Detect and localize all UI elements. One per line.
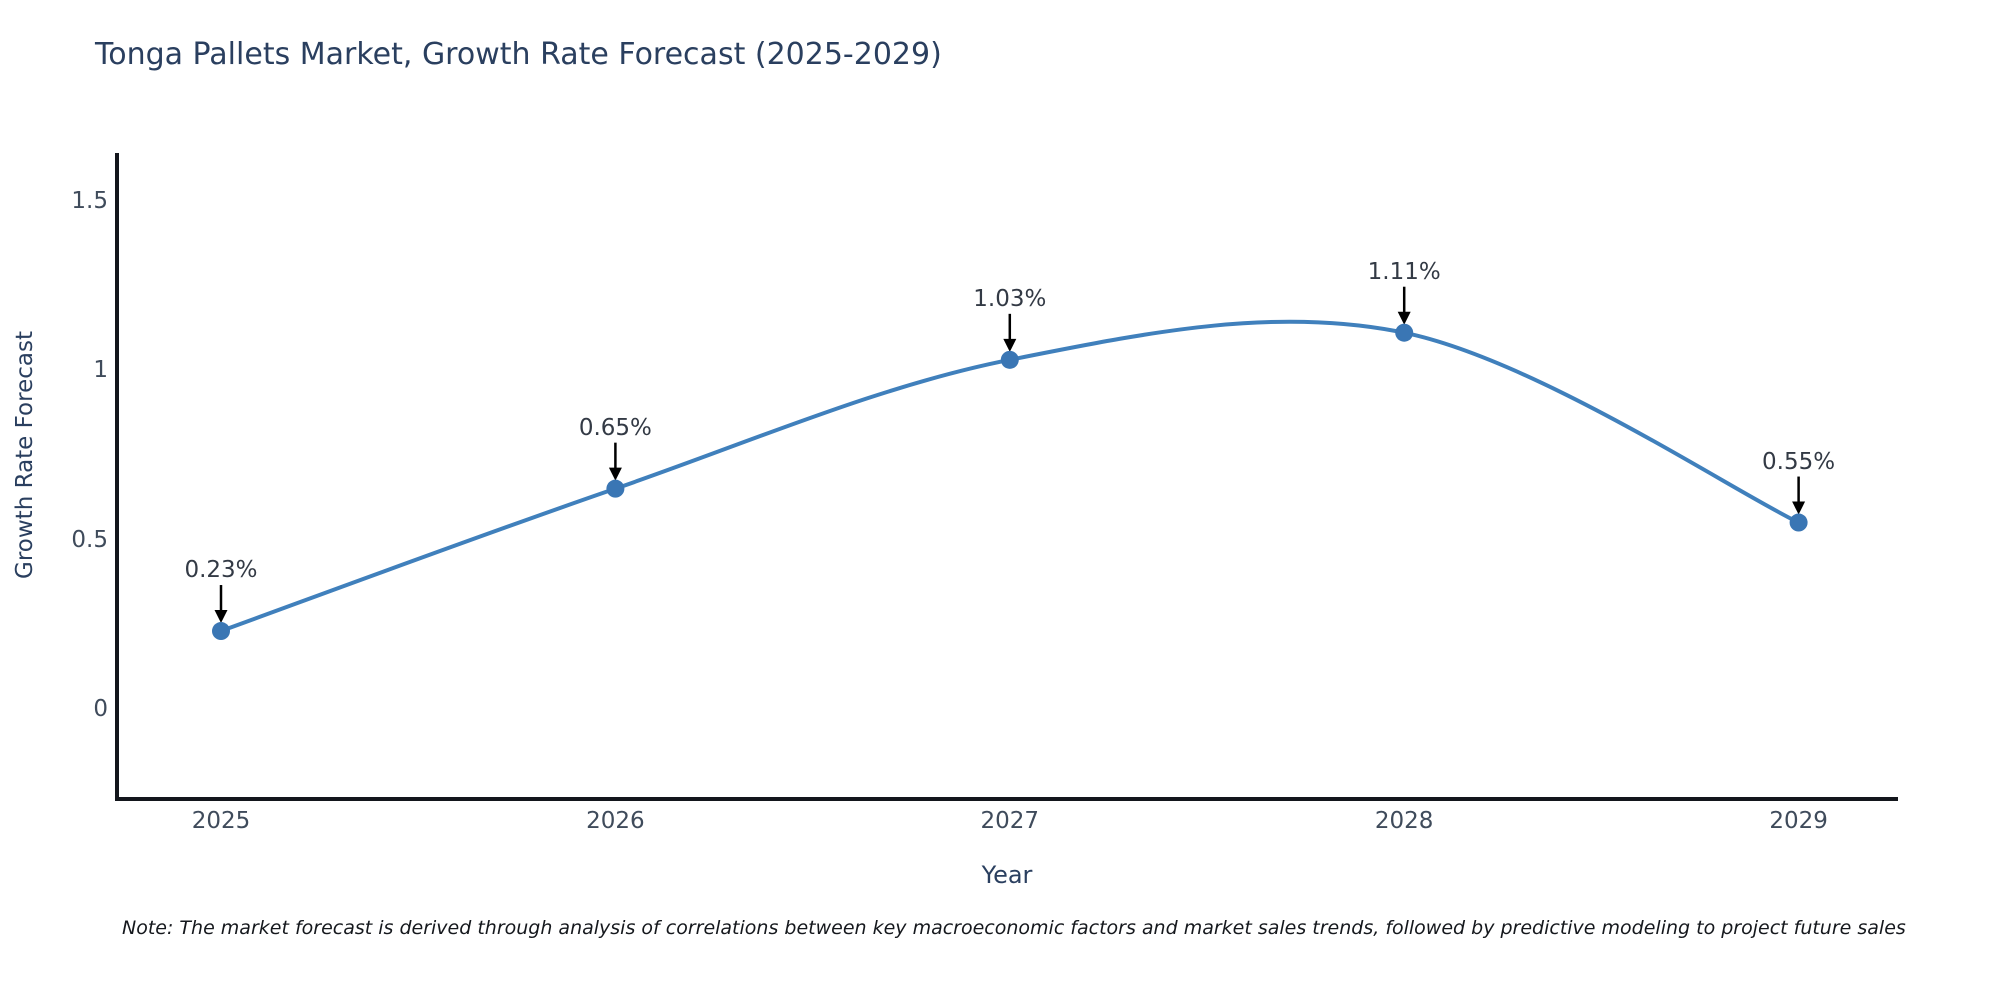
point-annotation: 0.65% <box>578 414 652 441</box>
point-annotation: 1.11% <box>1367 258 1441 285</box>
y-axis-line <box>115 153 119 800</box>
point-annotation: 0.55% <box>1762 448 1836 475</box>
annotation-arrowhead-icon <box>608 467 622 481</box>
x-tick-label: 2028 <box>1374 808 1434 834</box>
x-tick-label: 2025 <box>191 808 251 834</box>
data-point-marker[interactable] <box>212 622 230 641</box>
annotation-arrowhead-icon <box>214 610 228 624</box>
x-tick-label: 2029 <box>1769 808 1828 834</box>
data-point-marker[interactable] <box>1000 350 1019 369</box>
x-axis-line <box>115 797 1898 801</box>
data-point-marker[interactable] <box>606 479 625 498</box>
y-tick-label: 1.5 <box>71 187 108 214</box>
y-tick-label: 0 <box>93 696 108 722</box>
footnote: Note: The market forecast is derived thr… <box>122 917 1906 939</box>
annotation-arrowhead-icon <box>1792 501 1806 515</box>
y-tick-label: 0.5 <box>71 526 108 553</box>
point-annotation: 1.03% <box>973 285 1047 312</box>
y-tick-label: 1 <box>93 357 108 383</box>
chart-title: Tonga Pallets Market, Growth Rate Foreca… <box>95 37 942 72</box>
x-axis-title: Year <box>981 861 1033 889</box>
annotation-arrowhead-icon <box>1003 338 1017 352</box>
data-point-marker[interactable] <box>1789 513 1808 532</box>
x-tick-label: 2027 <box>980 808 1040 834</box>
x-tick-label: 2026 <box>586 808 645 834</box>
annotation-arrowhead-icon <box>1397 311 1411 325</box>
data-point-marker[interactable] <box>1395 323 1414 342</box>
point-annotation: 0.23% <box>184 557 258 584</box>
